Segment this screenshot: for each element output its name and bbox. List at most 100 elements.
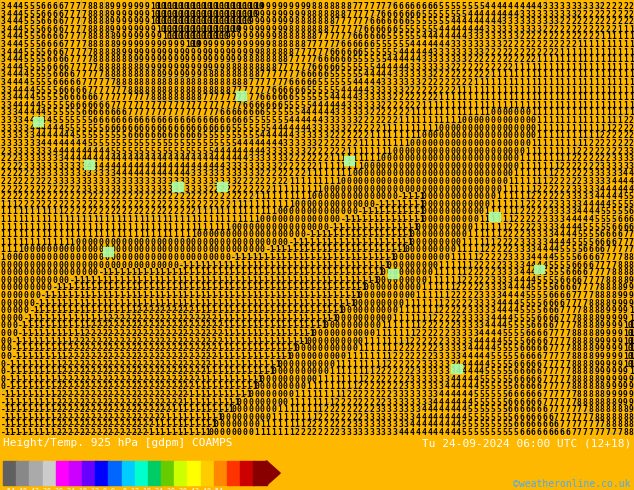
Text: 9: 9 xyxy=(623,299,628,308)
Text: 3: 3 xyxy=(519,238,524,247)
Text: 7: 7 xyxy=(271,78,276,87)
Text: 2: 2 xyxy=(145,207,150,217)
Text: 1: 1 xyxy=(346,147,351,155)
Text: 1: 1 xyxy=(64,222,69,232)
Text: 10: 10 xyxy=(214,10,224,19)
Text: 2: 2 xyxy=(116,192,120,201)
Text: 4: 4 xyxy=(23,71,29,79)
Text: -1: -1 xyxy=(35,352,45,361)
Text: 2: 2 xyxy=(629,2,634,11)
Text: 9: 9 xyxy=(243,40,247,49)
Text: 1: 1 xyxy=(583,108,588,118)
Text: 4: 4 xyxy=(485,17,489,26)
Text: 2: 2 xyxy=(456,78,461,87)
Text: 7: 7 xyxy=(566,397,571,407)
Text: -1: -1 xyxy=(266,253,275,262)
Text: -1: -1 xyxy=(53,283,62,293)
Text: 1: 1 xyxy=(542,71,547,79)
Text: -1: -1 xyxy=(387,215,396,224)
Text: 2: 2 xyxy=(427,352,432,361)
Text: 0: 0 xyxy=(381,162,386,171)
Text: 5: 5 xyxy=(340,71,346,79)
Text: 2: 2 xyxy=(398,101,403,110)
Text: 0: 0 xyxy=(444,139,450,148)
Text: 0: 0 xyxy=(525,131,530,140)
Text: 4: 4 xyxy=(12,78,17,87)
Text: 2: 2 xyxy=(335,413,340,422)
Text: 3: 3 xyxy=(542,230,547,239)
Text: 0: 0 xyxy=(225,413,230,422)
Text: 6: 6 xyxy=(542,299,547,308)
Text: 5: 5 xyxy=(491,390,495,399)
Text: 2: 2 xyxy=(6,170,11,178)
Text: 9: 9 xyxy=(629,390,634,399)
Text: 0: 0 xyxy=(456,139,461,148)
Text: 6: 6 xyxy=(277,101,282,110)
Text: 4: 4 xyxy=(139,154,144,163)
Text: 2: 2 xyxy=(473,283,478,293)
Text: 9: 9 xyxy=(225,55,230,64)
Text: -1: -1 xyxy=(133,276,143,285)
Text: 3: 3 xyxy=(156,185,161,194)
Text: -2: -2 xyxy=(156,382,166,392)
Text: 3: 3 xyxy=(392,78,398,87)
Text: 3: 3 xyxy=(18,154,23,163)
Text: 5: 5 xyxy=(467,2,472,11)
Text: 6: 6 xyxy=(237,116,242,125)
Text: 6: 6 xyxy=(427,2,432,11)
Text: 0: 0 xyxy=(329,344,334,353)
Text: 1: 1 xyxy=(605,86,611,95)
Text: 2: 2 xyxy=(202,192,207,201)
Text: -1: -1 xyxy=(329,238,339,247)
Text: 0: 0 xyxy=(427,253,432,262)
Text: 1: 1 xyxy=(618,101,622,110)
Text: 7: 7 xyxy=(577,405,582,414)
Text: 8: 8 xyxy=(588,299,593,308)
Text: 3: 3 xyxy=(41,154,46,163)
Text: 0: 0 xyxy=(225,230,230,239)
Text: 6: 6 xyxy=(525,344,530,353)
Text: 5: 5 xyxy=(58,116,63,125)
Text: 8: 8 xyxy=(260,48,265,57)
Text: 3: 3 xyxy=(479,40,484,49)
Text: 2: 2 xyxy=(392,367,398,376)
Text: -1: -1 xyxy=(295,283,304,293)
Text: 4: 4 xyxy=(364,86,368,95)
Text: 3: 3 xyxy=(122,177,127,186)
Text: 4: 4 xyxy=(53,131,57,140)
Text: 1: 1 xyxy=(346,360,351,368)
Text: 0: 0 xyxy=(64,261,69,270)
Text: 2: 2 xyxy=(254,185,259,194)
Text: 5: 5 xyxy=(605,215,611,224)
Text: -1: -1 xyxy=(346,215,356,224)
Text: 1: 1 xyxy=(225,222,230,232)
Text: 8: 8 xyxy=(150,93,155,102)
Text: 7: 7 xyxy=(605,245,611,254)
Text: 6: 6 xyxy=(243,101,247,110)
Text: 5: 5 xyxy=(496,420,501,429)
Text: 5: 5 xyxy=(237,123,242,133)
Text: 8: 8 xyxy=(197,78,202,87)
Text: 3: 3 xyxy=(577,192,582,201)
Text: 5: 5 xyxy=(306,101,311,110)
Text: -1: -1 xyxy=(202,276,212,285)
Text: -1: -1 xyxy=(208,261,218,270)
Text: -2: -2 xyxy=(127,367,137,376)
Text: 7: 7 xyxy=(548,352,553,361)
Text: 5: 5 xyxy=(105,131,109,140)
Text: 3: 3 xyxy=(473,321,478,330)
Text: 2: 2 xyxy=(64,192,69,201)
Text: 8: 8 xyxy=(618,268,622,277)
Text: 6: 6 xyxy=(179,116,184,125)
Text: 10: 10 xyxy=(185,10,195,19)
Text: 2: 2 xyxy=(583,147,588,155)
Text: -2: -2 xyxy=(53,405,62,414)
Text: 0: 0 xyxy=(422,245,426,254)
Text: 2: 2 xyxy=(75,192,81,201)
Text: -1: -1 xyxy=(225,352,235,361)
Text: 2: 2 xyxy=(560,32,564,41)
Text: 3: 3 xyxy=(58,162,63,171)
Text: -1: -1 xyxy=(122,306,131,315)
Text: -2: -2 xyxy=(116,321,126,330)
Text: 1: 1 xyxy=(629,78,634,87)
